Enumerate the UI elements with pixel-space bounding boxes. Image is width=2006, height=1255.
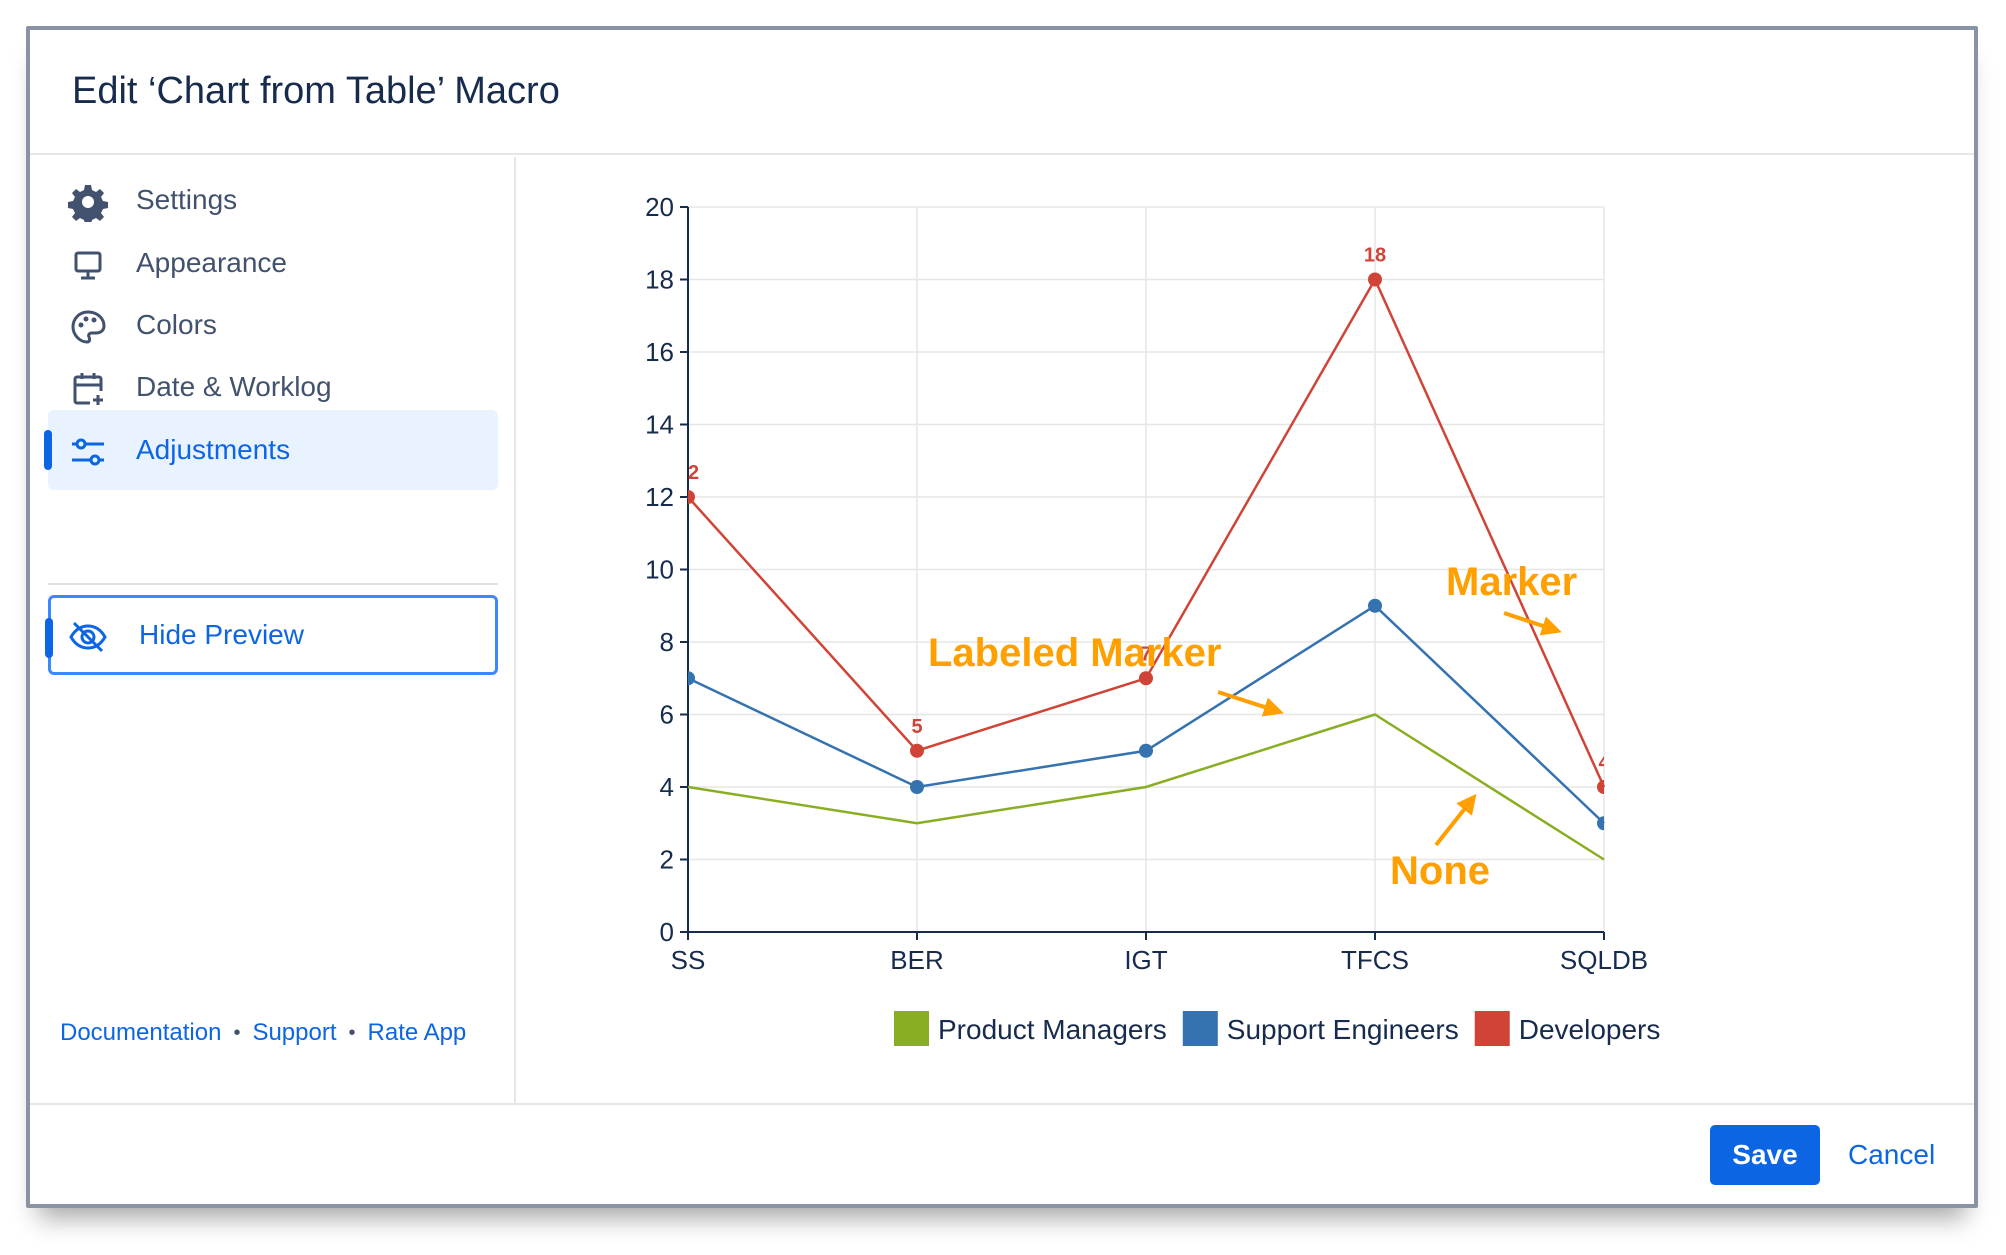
data-point bbox=[910, 743, 924, 758]
data-point bbox=[910, 780, 924, 794]
sidebar-item-date-worklog[interactable]: Date & Worklog bbox=[48, 347, 498, 427]
sidebar-divider bbox=[48, 583, 498, 585]
legend-swatch bbox=[1182, 1011, 1218, 1046]
sidebar-item-colors[interactable]: Colors bbox=[48, 285, 498, 365]
legend-swatch bbox=[894, 1011, 929, 1046]
data-label: 7 bbox=[1140, 643, 1151, 665]
data-point bbox=[688, 490, 695, 504]
sliders-icon bbox=[72, 438, 104, 466]
eye-off-icon bbox=[69, 621, 107, 653]
legend-label: Product Managers bbox=[938, 1014, 1167, 1045]
dialog-footer: Save Cancel bbox=[30, 1103, 1974, 1208]
data-label: 18 bbox=[1364, 245, 1386, 267]
link-separator: • bbox=[233, 1021, 241, 1044]
x-tick-label: SQLDB bbox=[1560, 945, 1648, 975]
sidebar-item-settings[interactable]: Settings bbox=[48, 160, 498, 240]
data-point bbox=[1597, 780, 1604, 794]
x-tick-label: TFCS bbox=[1341, 945, 1409, 975]
sidebar-item-appearance[interactable]: Appearance bbox=[48, 223, 498, 303]
y-tick-label: 18 bbox=[645, 265, 674, 295]
hide-preview-label: Hide Preview bbox=[139, 619, 304, 650]
y-tick-label: 20 bbox=[645, 192, 674, 222]
data-label: 4 bbox=[1598, 752, 1610, 774]
monitor-icon bbox=[74, 251, 102, 280]
cancel-button[interactable]: Cancel bbox=[1838, 1125, 1945, 1185]
y-tick-label: 10 bbox=[645, 555, 674, 585]
legend-swatch bbox=[1474, 1011, 1510, 1046]
hide-preview-button[interactable]: Hide Preview bbox=[45, 595, 498, 675]
sidebar-item-label: Settings bbox=[136, 184, 238, 215]
x-tick-label: IGT bbox=[1124, 945, 1167, 975]
save-button[interactable]: Save bbox=[1710, 1125, 1820, 1185]
y-tick-label: 6 bbox=[660, 700, 674, 730]
sidebar-item-label: Date & Worklog bbox=[136, 371, 332, 402]
x-tick-label: SS bbox=[671, 945, 706, 975]
palette-icon bbox=[71, 310, 106, 344]
data-point bbox=[1597, 816, 1604, 831]
support-link[interactable]: Support bbox=[252, 1019, 337, 1046]
help-links: Documentation • Support • Rate App bbox=[60, 1019, 466, 1047]
series-line bbox=[687, 713, 1605, 861]
y-tick-label: 2 bbox=[660, 845, 674, 875]
link-separator: • bbox=[348, 1021, 356, 1044]
annotation-arrow bbox=[1434, 793, 1477, 847]
annotation-arrow bbox=[1217, 690, 1284, 717]
data-point bbox=[1139, 671, 1153, 686]
calendar-plus-icon bbox=[73, 373, 103, 405]
dialog-title: Edit ‘Chart from Table’ Macro bbox=[72, 70, 560, 112]
documentation-link[interactable]: Documentation bbox=[60, 1019, 222, 1046]
x-tick-label: BER bbox=[890, 945, 943, 975]
data-point bbox=[688, 671, 695, 686]
y-tick-label: 14 bbox=[645, 410, 674, 440]
sidebar-item-label: Appearance bbox=[136, 247, 288, 278]
annotation-arrow bbox=[1503, 611, 1562, 636]
dialog: Edit ‘Chart from Table’ Macro Settings A… bbox=[26, 26, 1978, 1208]
legend-label: Support Engineers bbox=[1227, 1014, 1459, 1045]
legend-label: Developers bbox=[1519, 1014, 1661, 1045]
y-tick-label: 8 bbox=[660, 627, 674, 657]
y-tick-label: 4 bbox=[660, 772, 674, 802]
annotation-label: Marker bbox=[1446, 560, 1577, 604]
rate-app-link[interactable]: Rate App bbox=[367, 1019, 467, 1046]
data-point bbox=[1139, 743, 1153, 758]
annotation-label: Labeled Marker bbox=[928, 631, 1221, 675]
data-point bbox=[1368, 272, 1382, 287]
sidebar-item-adjustments[interactable]: Adjustments bbox=[44, 410, 498, 490]
data-label: 5 bbox=[911, 716, 922, 738]
y-tick-label: 16 bbox=[645, 337, 674, 367]
data-point bbox=[1368, 598, 1382, 613]
sidebar: Settings Appearance Colors bbox=[30, 157, 516, 1103]
data-label: 12 bbox=[677, 462, 699, 484]
y-tick-label: 0 bbox=[660, 917, 674, 947]
y-tick-label: 12 bbox=[645, 482, 674, 512]
annotation-label: None bbox=[1390, 849, 1490, 893]
dialog-header: Edit ‘Chart from Table’ Macro bbox=[30, 30, 1974, 155]
sidebar-item-label: Adjustments bbox=[136, 434, 291, 465]
sidebar-item-label: Colors bbox=[136, 309, 217, 340]
gear-icon bbox=[68, 185, 108, 222]
chart-preview: 0 2 4 6 8 10 12 14 16 18 20 SS BER IGT TFCS SQLDB 12 5 7 18… bbox=[518, 157, 1978, 1103]
